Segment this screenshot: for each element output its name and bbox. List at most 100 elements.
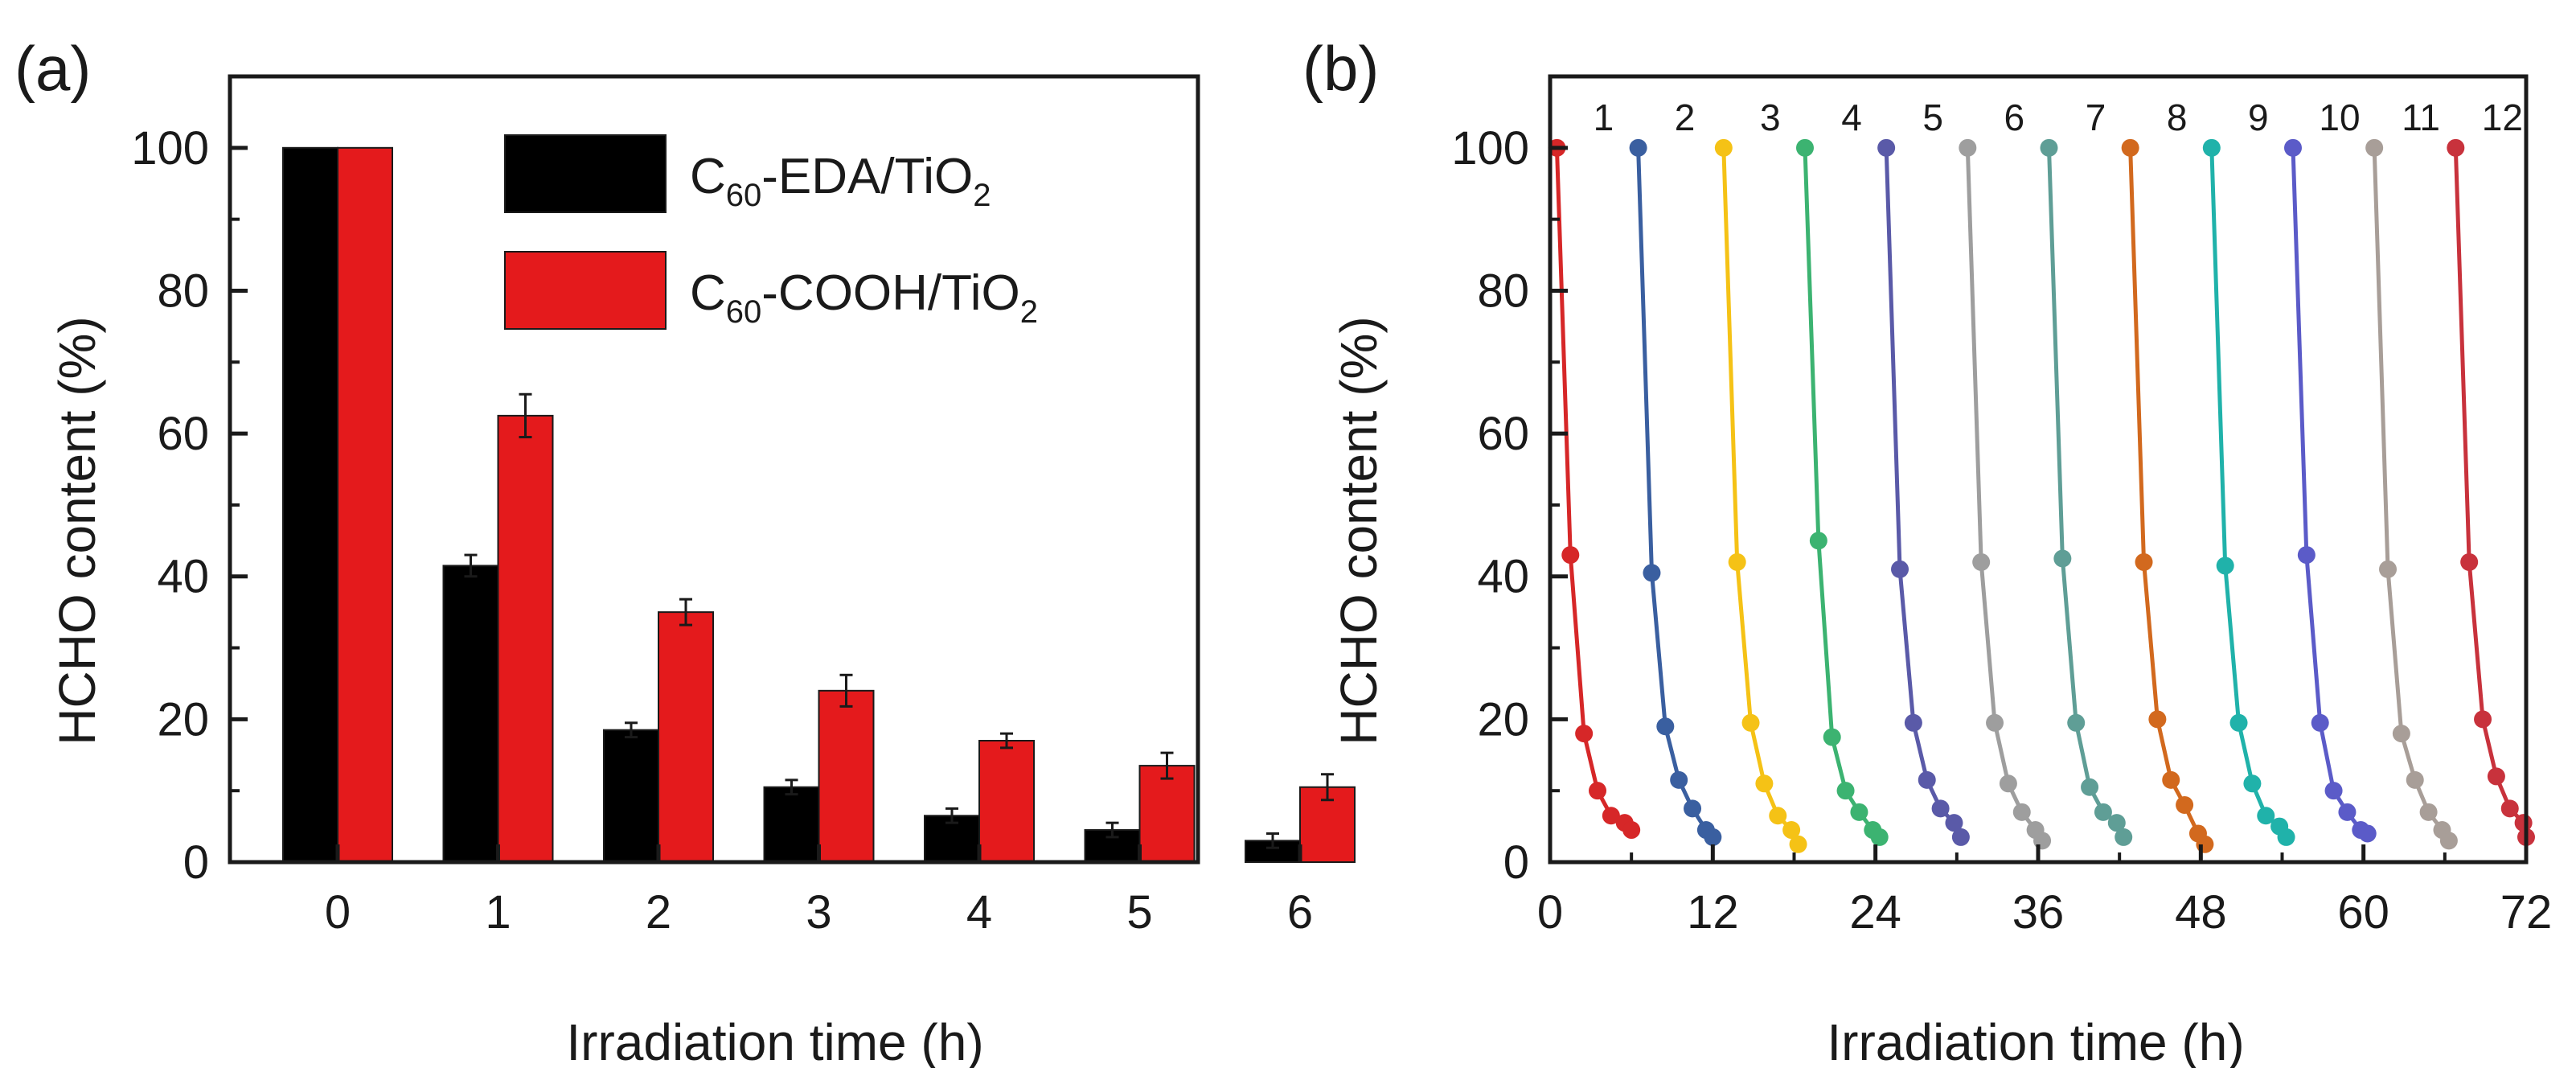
series-line-cycle-5 <box>1884 147 1963 838</box>
point-cycle-11 <box>2419 803 2438 821</box>
point-cycle-8 <box>2196 835 2214 853</box>
point-cycle-7 <box>2040 138 2058 157</box>
panel-b-label: (b) <box>1302 33 1379 104</box>
panel-a-axes-frame <box>228 74 1200 865</box>
legend-label-cooh: C60-COOH/TiO2 <box>690 265 1038 330</box>
point-cycle-4 <box>1823 728 1841 746</box>
point-cycle-12 <box>2474 710 2492 729</box>
cycle-label-11: 11 <box>2402 97 2440 138</box>
point-cycle-10 <box>2311 713 2329 732</box>
y-tick-label: 20 <box>1477 693 1529 746</box>
x-tick-label: 12 <box>1687 886 1739 939</box>
point-cycle-10 <box>2358 824 2377 843</box>
point-cycle-5 <box>1877 138 1896 157</box>
panel-b-axes-frame <box>1548 74 2529 865</box>
y-tick-label: 40 <box>157 551 209 603</box>
series-line-cycle-12 <box>2453 147 2529 838</box>
series-line-cycle-2 <box>1636 147 1715 839</box>
point-cycle-1 <box>1589 782 1607 800</box>
point-cycle-10 <box>2324 782 2343 800</box>
point-cycle-10 <box>2338 803 2357 821</box>
point-cycle-8 <box>2162 770 2180 789</box>
point-cycle-1 <box>1575 725 1594 743</box>
panel-a-chart: (a) HCHO content (%) Irradiation time (h… <box>14 33 1356 1068</box>
point-cycle-11 <box>2439 832 2458 850</box>
point-cycle-4 <box>1809 532 1827 550</box>
x-tick-label: 6 <box>1287 886 1313 939</box>
point-cycle-2 <box>1656 717 1675 736</box>
point-cycle-3 <box>1789 835 1807 853</box>
cycle-label-2: 2 <box>1675 97 1696 138</box>
y-tick-label: 40 <box>1477 551 1529 603</box>
x-tick-label: 5 <box>1126 886 1152 939</box>
y-tick-label: 80 <box>1477 265 1529 317</box>
bar-eda-2 <box>603 729 659 863</box>
legend-swatch-eda <box>504 134 667 213</box>
y-tick-label: 60 <box>157 408 209 460</box>
series-line-cycle-8 <box>2128 147 2207 846</box>
point-cycle-5 <box>1918 770 1936 789</box>
point-cycle-5 <box>1951 828 1970 846</box>
series-line-cycle-9 <box>2209 147 2288 839</box>
point-cycle-6 <box>1972 552 1991 571</box>
point-cycle-11 <box>2365 138 2384 157</box>
series-line-cycle-10 <box>2291 147 2369 836</box>
point-cycle-7 <box>2081 778 2099 796</box>
panel-b-x-axis-title: Irradiation time (h) <box>1827 1013 2244 1068</box>
point-cycle-11 <box>2392 725 2410 743</box>
x-tick-label: 24 <box>1849 886 1901 939</box>
series-line-cycle-6 <box>1965 147 2045 842</box>
panel-a-label: (a) <box>14 33 91 104</box>
cycle-label-9: 9 <box>2248 97 2269 138</box>
x-tick-label: 72 <box>2500 886 2553 939</box>
x-tick-label: 0 <box>1537 886 1563 939</box>
point-cycle-4 <box>1836 782 1855 800</box>
point-cycle-6 <box>1959 138 1977 157</box>
point-cycle-7 <box>2067 713 2086 732</box>
point-cycle-5 <box>1891 560 1909 578</box>
point-cycle-11 <box>2379 560 2398 578</box>
point-cycle-6 <box>1986 713 2004 732</box>
cycle-label-6: 6 <box>2004 97 2025 138</box>
point-cycle-5 <box>1931 799 1950 818</box>
point-cycle-4 <box>1870 828 1889 846</box>
cycle-label-4: 4 <box>1841 97 1862 138</box>
panel-b-chart: (b) HCHO content (%) Irradiation time (h… <box>1302 33 2552 1068</box>
point-cycle-7 <box>2115 828 2133 846</box>
panel-a-y-axis-title: HCHO content (%) <box>48 316 106 745</box>
x-tick-label: 1 <box>485 886 511 939</box>
panel-a-plot-area: 0 20 40 60 80 100 0 1 2 3 4 5 6 <box>131 74 1356 939</box>
cycle-label-12: 12 <box>2482 97 2523 138</box>
point-cycle-12 <box>2460 552 2479 571</box>
point-cycle-8 <box>2148 710 2167 729</box>
point-cycle-12 <box>2487 767 2505 786</box>
point-cycle-4 <box>1850 803 1868 821</box>
point-cycle-2 <box>1684 799 1702 818</box>
legend-label-eda: C60-EDA/TiO2 <box>690 149 991 213</box>
point-cycle-11 <box>2406 770 2424 789</box>
point-cycle-8 <box>2176 795 2194 814</box>
bar-cooh-4 <box>978 740 1035 863</box>
y-tick-label: 80 <box>157 265 209 317</box>
x-tick-label: 2 <box>646 886 671 939</box>
series-line-cycle-7 <box>2046 147 2126 838</box>
bar-eda-3 <box>763 786 820 863</box>
y-tick-label: 0 <box>183 836 209 889</box>
cycle-label-8: 8 <box>2167 97 2188 138</box>
series-line-cycle-4 <box>1803 147 1881 839</box>
point-cycle-10 <box>2297 546 2316 565</box>
x-tick-label: 0 <box>325 886 351 939</box>
y-tick-label: 0 <box>1503 836 1529 889</box>
point-cycle-3 <box>1741 713 1760 732</box>
point-cycle-7 <box>2053 549 2072 568</box>
bar-cooh-2 <box>658 611 714 863</box>
point-cycle-9 <box>2216 557 2234 575</box>
point-cycle-1 <box>1602 807 1620 825</box>
panel-a-x-axis-title: Irradiation time (h) <box>566 1013 983 1068</box>
y-tick-label: 100 <box>1451 122 1529 175</box>
point-cycle-9 <box>2229 713 2248 732</box>
bar-cooh-1 <box>497 414 554 863</box>
x-tick-label: 4 <box>966 886 992 939</box>
point-cycle-8 <box>2121 138 2139 157</box>
point-cycle-9 <box>2202 138 2221 157</box>
